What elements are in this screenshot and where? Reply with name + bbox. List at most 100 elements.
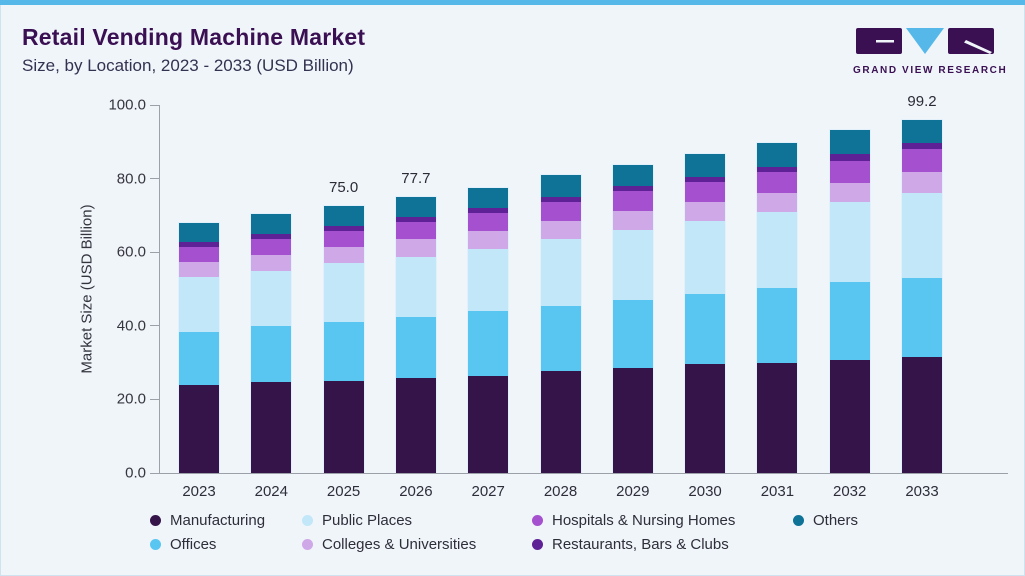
bar-segment bbox=[829, 359, 870, 473]
bar-segment bbox=[902, 277, 942, 358]
bar-segment bbox=[829, 154, 870, 161]
bar-segment bbox=[685, 220, 726, 295]
legend-dot bbox=[150, 539, 161, 550]
y-tick-label: 20.0 bbox=[116, 390, 146, 408]
y-tick-label: 40.0 bbox=[116, 317, 146, 335]
bar-segment bbox=[179, 223, 219, 243]
bar-segment bbox=[468, 311, 509, 377]
bar-segment bbox=[757, 166, 798, 173]
bar-segment bbox=[179, 332, 219, 385]
x-tick-label: 2025 bbox=[326, 483, 361, 500]
bar-segment bbox=[757, 172, 798, 194]
bar-segment bbox=[323, 322, 364, 381]
bar-segment bbox=[685, 294, 726, 365]
bar-segment bbox=[902, 171, 942, 193]
bar-segment bbox=[757, 193, 798, 213]
page-subtitle: Size, by Location, 2023 - 2033 (USD Bill… bbox=[22, 56, 354, 75]
bar-segment bbox=[685, 176, 726, 183]
x-tick-label: 2031 bbox=[760, 483, 795, 500]
bar-segment bbox=[757, 362, 798, 473]
x-tick-label: 2032 bbox=[833, 483, 867, 500]
gvr-logo-text: GRAND VIEW RESEARCH bbox=[853, 65, 1008, 76]
bar-segment bbox=[395, 217, 436, 223]
legend-item: Hospitals & Nursing Homes bbox=[532, 512, 793, 529]
bar-segment bbox=[179, 276, 219, 333]
bar-segment bbox=[468, 248, 509, 312]
bar-segment bbox=[323, 205, 364, 227]
bar-segment bbox=[685, 201, 726, 221]
bar-segment bbox=[395, 239, 436, 257]
gvr-logo: GRAND VIEW RESEARCH bbox=[853, 28, 1008, 76]
bar-segment bbox=[829, 183, 870, 203]
x-tick-label: 2027 bbox=[471, 483, 505, 500]
legend-dot bbox=[302, 515, 313, 526]
bar-segment bbox=[902, 357, 942, 473]
legend-item: Others bbox=[793, 512, 1010, 529]
page-title: Retail Vending Machine Market bbox=[22, 24, 366, 50]
bar-segment bbox=[251, 254, 292, 271]
bar-segment bbox=[323, 231, 364, 247]
bar-segment bbox=[395, 196, 436, 218]
bar-segment bbox=[540, 238, 581, 306]
legend-dot bbox=[302, 539, 313, 550]
legend-row: Manufacturing Public Places Hospitals & Nu… bbox=[150, 512, 1010, 529]
x-tick-label: 2026 bbox=[399, 483, 433, 500]
bar-segment bbox=[468, 188, 509, 209]
legend-label: Manufacturing bbox=[170, 512, 266, 529]
y-tick-label: 100.0 bbox=[108, 96, 146, 114]
chart-legend: Manufacturing Public Places Hospitals & Nu… bbox=[150, 512, 1010, 553]
bar-segment bbox=[540, 371, 581, 473]
bar-segment bbox=[540, 201, 581, 222]
bar-segment bbox=[757, 142, 798, 167]
legend-label: Public Places bbox=[322, 512, 413, 529]
bar-segment bbox=[395, 256, 436, 317]
y-tick-mark bbox=[150, 104, 159, 106]
bar-segment bbox=[612, 186, 653, 192]
bar-segment bbox=[251, 239, 292, 255]
top-accent-bar bbox=[0, 0, 1025, 5]
legend-item: Manufacturing bbox=[150, 512, 302, 529]
bar-segment bbox=[685, 154, 726, 177]
bar-segment bbox=[395, 316, 436, 379]
y-tick-mark bbox=[150, 325, 159, 327]
bar-segment bbox=[468, 230, 509, 249]
legend-label: Restaurants, Bars & Clubs bbox=[552, 536, 729, 553]
y-tick-mark bbox=[150, 178, 159, 180]
plot-area: 0.0 20.0 40.0 60.0 80.0 100.0 2023 2024 2025 75.0… bbox=[108, 93, 1008, 500]
x-tick-label: 2033 bbox=[905, 483, 939, 500]
bar-segment bbox=[685, 182, 726, 202]
x-tick-label: 2029 bbox=[616, 483, 650, 500]
bar-segment bbox=[395, 378, 436, 473]
x-tick-label: 2024 bbox=[254, 483, 288, 500]
y-tick-label: 60.0 bbox=[116, 243, 146, 261]
bar-segment bbox=[902, 143, 942, 150]
y-tick-mark bbox=[150, 251, 159, 253]
bar-total-label: 99.2 bbox=[907, 93, 937, 111]
gvr-logo-mark bbox=[856, 28, 994, 54]
bar-segment bbox=[902, 149, 942, 172]
x-tick-label: 2028 bbox=[543, 483, 578, 500]
legend-item: Offices bbox=[150, 536, 302, 553]
x-tick-label: 2023 bbox=[182, 483, 216, 500]
bar-segment bbox=[468, 208, 509, 214]
bar-segment bbox=[612, 164, 653, 187]
legend-row: Offices Colleges & Universities Restaurant… bbox=[150, 536, 1010, 553]
legend-dot bbox=[532, 515, 543, 526]
bar-segment bbox=[902, 120, 942, 144]
bar-segment bbox=[540, 221, 581, 239]
y-tick-label: 80.0 bbox=[116, 170, 146, 188]
bar-segment bbox=[540, 196, 581, 202]
bar-segment bbox=[829, 130, 870, 155]
legend-dot bbox=[532, 539, 543, 550]
bar-segment bbox=[685, 364, 726, 473]
bar-segment bbox=[323, 246, 364, 263]
bar-segment bbox=[612, 229, 653, 300]
bar-segment bbox=[829, 202, 870, 283]
bar-segment bbox=[612, 191, 653, 211]
legend-item: Colleges & Universities bbox=[302, 536, 532, 553]
bar-segment bbox=[829, 160, 870, 184]
bar-segment bbox=[540, 305, 581, 372]
bar-segment bbox=[540, 175, 581, 197]
bar-segment bbox=[179, 247, 219, 262]
y-axis-title: Market Size (USD Billion) bbox=[78, 204, 96, 374]
